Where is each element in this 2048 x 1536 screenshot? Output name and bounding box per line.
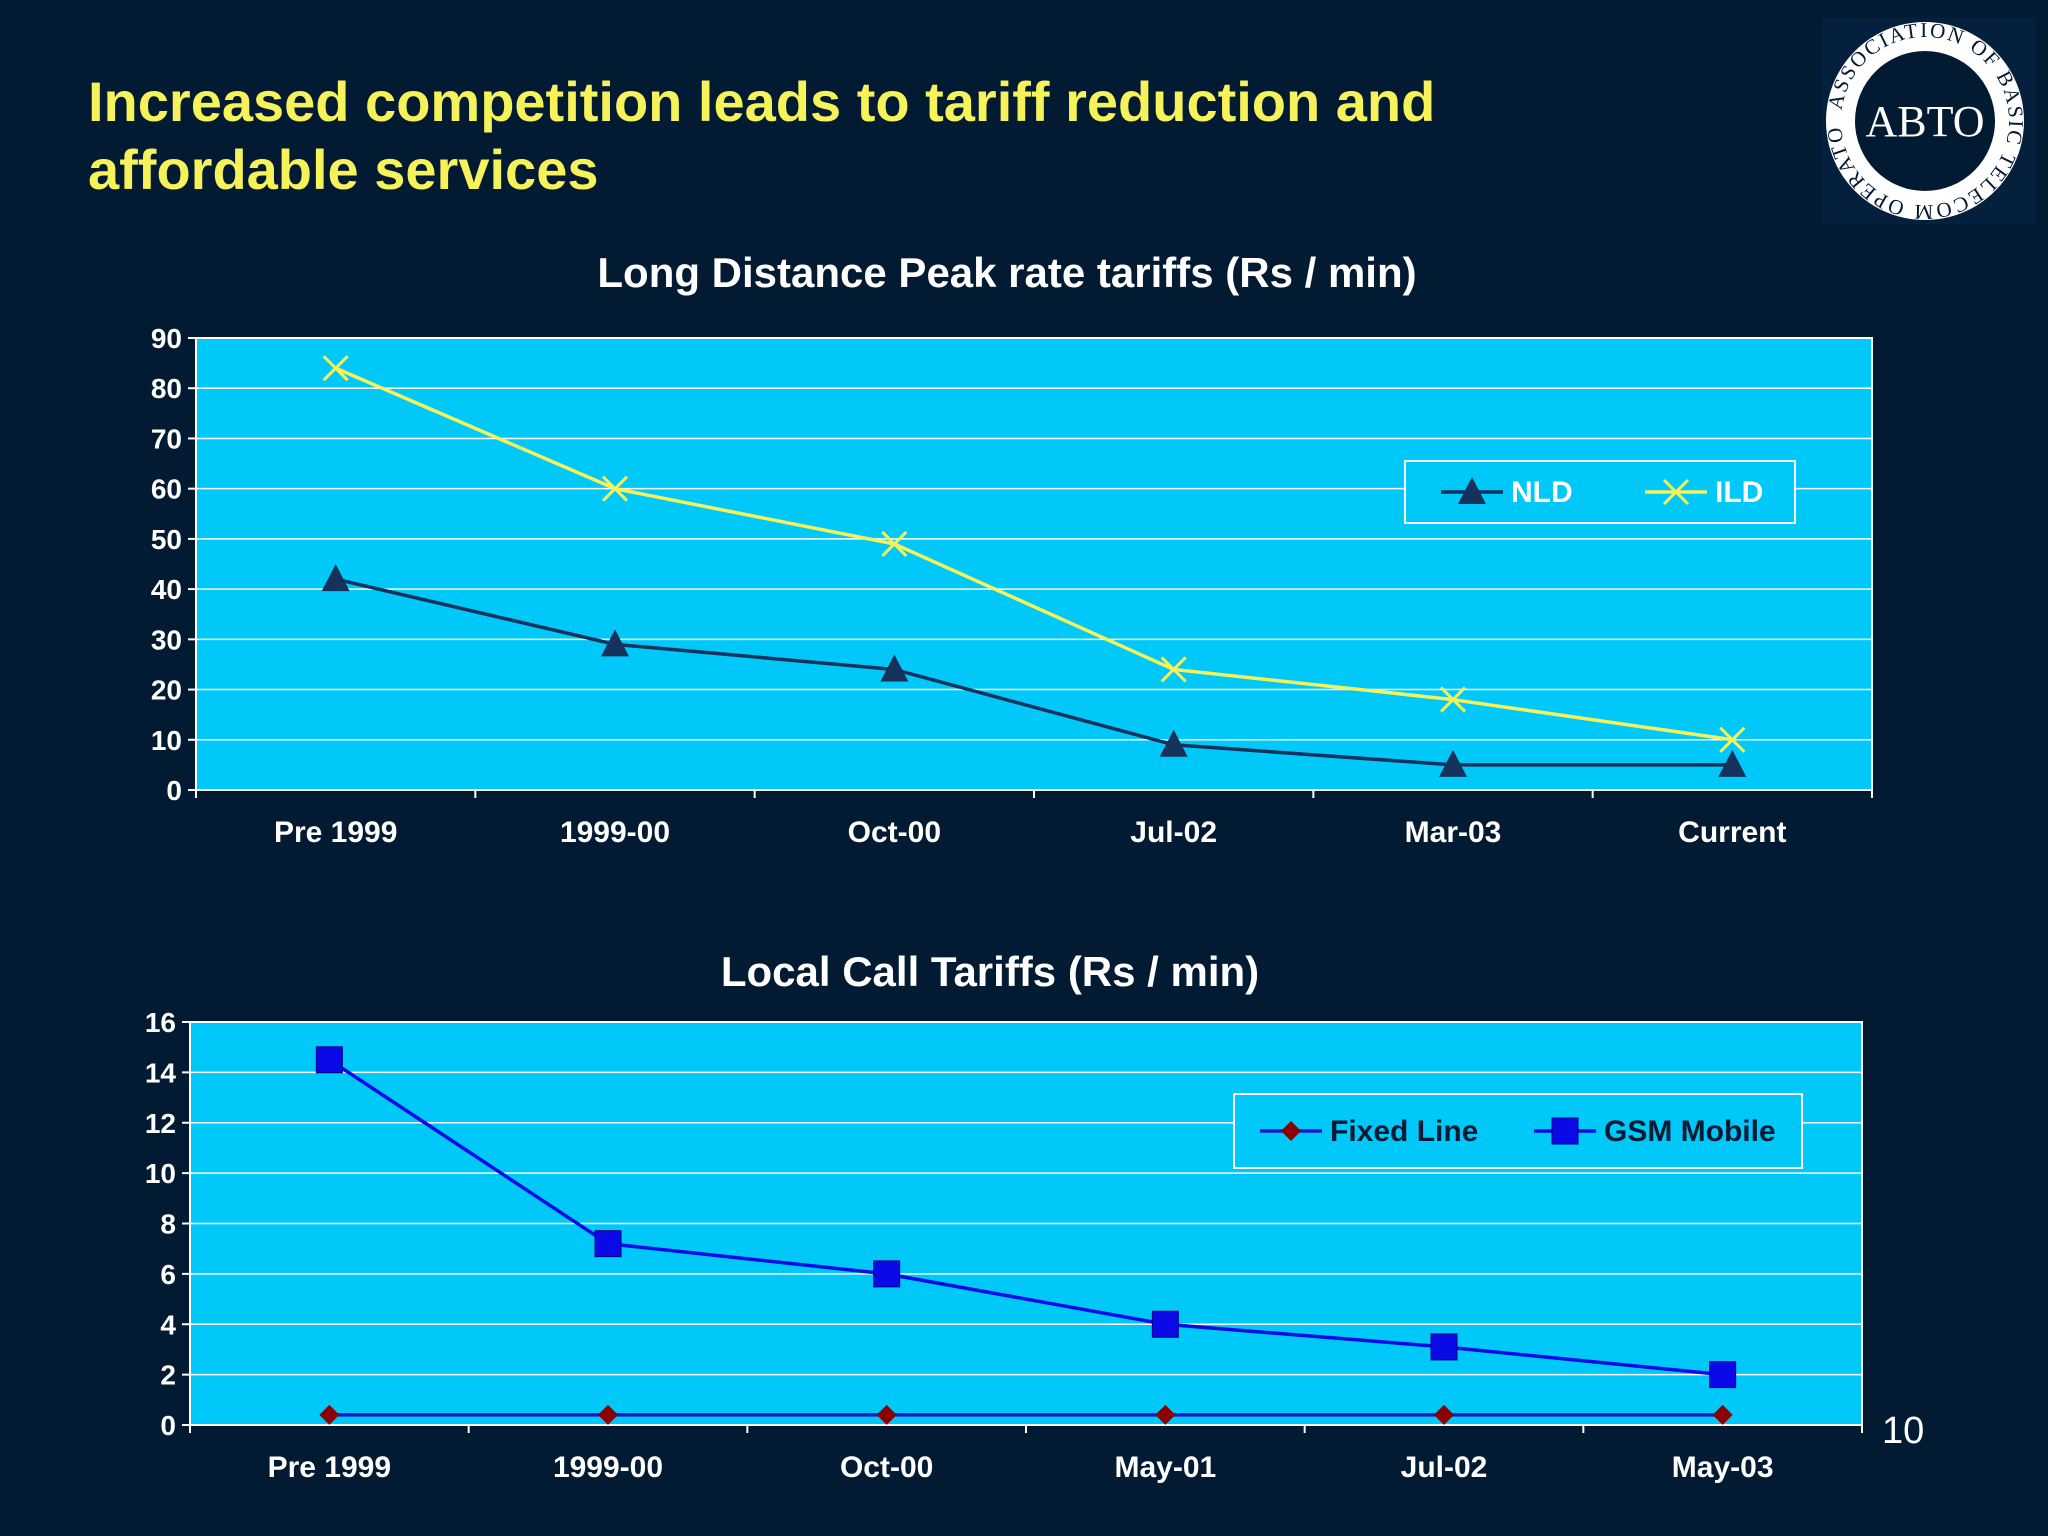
lc-point-fixed-line-4 [1434,1404,1454,1425]
logo-center-text: ABTO [1866,97,1985,146]
ld-x-tick-label-pre-1999: Pre 1999 [274,816,397,849]
ld-y-tick-label: 90 [151,323,182,354]
ld-x-tick-label-oct-00: Oct-00 [848,816,941,849]
ld-y-tick-label: 40 [151,574,182,605]
lc-x-tick-label-may-03: May-03 [1672,1451,1774,1484]
lc-series-line-gsm-mobile [328,1058,1723,1377]
ld-point-ild-0 [322,355,349,382]
lc-point-fixed-line-0 [319,1404,340,1425]
ld-point-ild-5 [1719,726,1746,753]
lc-x-tick-label-1999-00: 1999-00 [553,1451,663,1484]
lc-legend [1233,1093,1803,1169]
lc-point-gsm-mobile-4 [1430,1333,1458,1361]
lc-y-tick-label: 14 [145,1057,177,1088]
lc-x-tick-label-may-01: May-01 [1114,1451,1216,1484]
ld-y-tick-label: 10 [151,725,182,756]
ld-y-tick-label: 70 [151,423,182,454]
lc-point-gsm-mobile-0 [315,1046,343,1074]
page-number: 10 [1882,1410,1925,1452]
lc-series-markers-gsm-mobile [315,1046,1737,1389]
ld-legend-marker-ild [1662,478,1690,506]
ld-point-nld-4 [1439,749,1467,777]
lc-legend-label-fixed-line: Fixed Line [1330,1115,1478,1148]
lc-point-fixed-line-2 [876,1404,897,1425]
ld-x-tick-label-jul-02: Jul-02 [1130,816,1217,849]
lc-y-tick-label: 6 [160,1259,176,1290]
lc-legend-label-gsm-mobile: GSM Mobile [1604,1115,1776,1148]
lc-y-tick-label: 2 [160,1360,176,1391]
ld-point-ild-2 [881,530,908,557]
lc-x-tick-label-jul-02: Jul-02 [1401,1451,1488,1484]
lc-legend-marker-gsm-mobile [1551,1117,1579,1145]
lc-y-tick-label: 12 [145,1108,176,1139]
ld-series-line-nld [335,577,1733,767]
abto-logo: ASSOCIATION OF BASIC TELECOM OPERATORS A… [1822,18,2036,224]
lc-point-gsm-mobile-5 [1709,1361,1737,1389]
ld-y-tick-label: 60 [151,474,182,505]
lc-series-markers-fixed-line [319,1404,1733,1425]
lc-y-tick-label: 10 [145,1158,176,1189]
long-distance-chart: Long Distance Peak rate tariffs (Rs / mi… [151,249,1873,849]
ld-point-ild-1 [601,475,629,502]
ld-x-tick-label-mar-03: Mar-03 [1405,816,1502,849]
lc-y-tick-label: 4 [160,1309,176,1340]
ld-y-tick-label: 80 [151,373,182,404]
ld-legend-marker-nld [1458,477,1486,504]
ld-point-nld-3 [1159,729,1188,757]
ld-point-ild-3 [1160,656,1187,683]
lc-point-fixed-line-1 [598,1404,618,1425]
ld-point-nld-5 [1718,749,1747,777]
ld-title: Long Distance Peak rate tariffs (Rs / mi… [597,249,1416,296]
ld-series-markers-nld [321,564,1747,777]
ld-point-ild-4 [1439,686,1467,713]
lc-point-gsm-mobile-3 [1151,1310,1179,1338]
ld-legend-label-nld: NLD [1511,476,1573,509]
ld-series-line-ild [334,366,1733,742]
lc-point-gsm-mobile-1 [594,1230,622,1258]
lc-point-fixed-line-5 [1712,1404,1733,1425]
lc-x-tick-label-pre-1999: Pre 1999 [268,1451,391,1484]
lc-point-gsm-mobile-2 [873,1260,901,1288]
ld-x-tick-label-1999-00: 1999-00 [560,816,670,849]
lc-y-tick-label: 16 [145,1007,176,1038]
lc-y-tick-label: 8 [160,1209,176,1240]
ld-point-nld-0 [321,564,350,592]
ld-point-nld-2 [880,654,909,682]
ld-y-tick-label: 20 [151,675,182,706]
ld-point-nld-1 [601,629,629,657]
ld-x-tick-label-current: Current [1678,816,1786,849]
lc-legend-marker-fixed-line [1281,1121,1301,1141]
ld-y-tick-label: 50 [151,524,182,555]
lc-x-tick-label-oct-00: Oct-00 [840,1451,933,1484]
ld-legend-label-ild: ILD [1715,476,1763,509]
lc-title: Local Call Tariffs (Rs / min) [721,948,1259,995]
ld-y-tick-label: 0 [166,775,182,806]
ld-y-tick-label: 30 [151,624,182,655]
lc-point-fixed-line-3 [1155,1404,1176,1425]
slide-title: Increased competition leads to tariff re… [88,70,1436,201]
ld-series-markers-ild [322,355,1746,753]
lc-y-tick-label: 0 [160,1410,176,1441]
